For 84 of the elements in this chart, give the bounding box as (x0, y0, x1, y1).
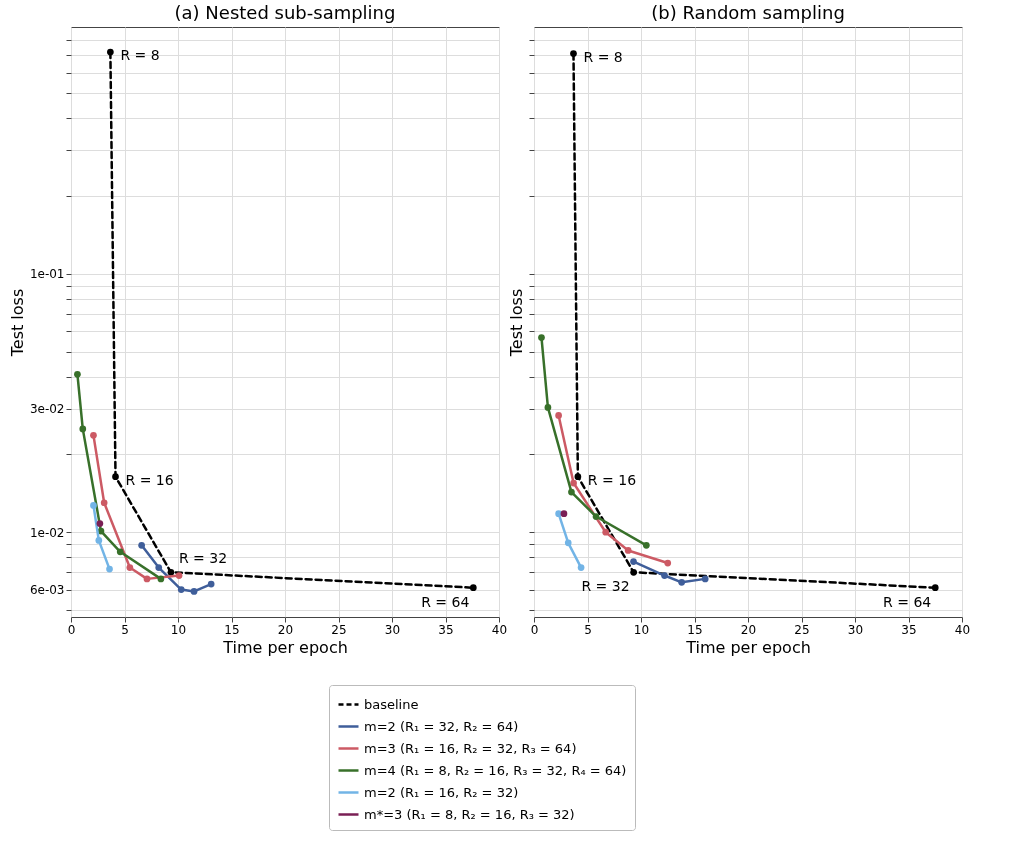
point (544, 404, 552, 411)
x-tick-label: 25 (331, 622, 347, 637)
annotation: R = 8 (120, 47, 160, 64)
point (678, 578, 686, 586)
x-tick-label: 20 (277, 622, 294, 637)
x-tick-label: 25 (794, 622, 810, 637)
point (564, 539, 572, 547)
chart-title: (b) Random sampling (651, 2, 845, 23)
annotation: R = 8 (583, 48, 623, 65)
point (106, 565, 113, 573)
y-axis-title: Test loss (507, 288, 526, 358)
point (79, 425, 87, 433)
point (931, 584, 939, 592)
x-tick-label: 40 (954, 622, 971, 637)
legend-label: baseline (364, 696, 419, 712)
x-tick-label: 30 (384, 622, 401, 637)
x-tick-label: 15 (687, 622, 703, 637)
point (126, 564, 134, 571)
x-tick-label: 5 (584, 622, 592, 637)
point (555, 412, 562, 419)
point (643, 541, 650, 549)
legend-label: m=4 (R₁ = 8, R₂ = 16, R₃ = 32, R₄ = 64) (364, 762, 627, 778)
point (90, 432, 97, 439)
point (190, 588, 198, 595)
point (74, 371, 81, 378)
point (624, 547, 632, 554)
annotation: R = 16 (125, 471, 174, 488)
x-axis-title: Time per epoch (685, 637, 811, 657)
legend-label: m=3 (R₁ = 16, R₂ = 32, R₃ = 64) (364, 740, 577, 756)
x-tick-label: 20 (740, 622, 757, 637)
point (592, 513, 600, 520)
point (661, 572, 668, 579)
point (664, 559, 672, 567)
x-tick-label: 5 (121, 622, 129, 637)
legend-label: m=2 (R₁ = 32, R₂ = 64) (364, 718, 519, 734)
point (469, 584, 477, 592)
point (568, 488, 575, 496)
point (701, 575, 709, 583)
y-axis-title: Test loss (7, 288, 27, 358)
point (155, 564, 163, 571)
annotation: R = 16 (587, 471, 637, 488)
point (538, 334, 545, 341)
legend-label: m=2 (R₁ = 16, R₂ = 32) (364, 784, 519, 800)
x-tick-label: 0 (67, 622, 76, 637)
point (555, 510, 562, 517)
x-tick-label: 15 (224, 622, 240, 637)
x-tick-label: 40 (491, 622, 508, 637)
point (177, 586, 185, 593)
point (175, 572, 183, 579)
point (630, 558, 637, 565)
x-tick-label: 10 (170, 622, 187, 637)
point (570, 50, 577, 57)
annotation: R = 32 (178, 550, 228, 567)
point (574, 473, 582, 481)
x-tick-label: 0 (530, 622, 539, 637)
x-axis-title: Time per epoch (222, 637, 348, 657)
point (570, 479, 577, 487)
point (138, 541, 145, 549)
point (107, 48, 114, 56)
point (112, 473, 119, 481)
y-tick-label: 1e-02 (29, 525, 65, 540)
x-tick-label: 10 (633, 622, 650, 637)
x-tick-label: 35 (438, 622, 454, 637)
point (157, 575, 165, 583)
point (143, 575, 151, 583)
y-tick-label: 1e-01 (29, 267, 65, 282)
x-tick-label: 35 (901, 622, 917, 637)
point (167, 568, 175, 576)
point (116, 548, 124, 556)
point (100, 499, 108, 507)
y-tick-label: 3e-02 (29, 402, 65, 417)
annotation: R = 32 (581, 578, 630, 595)
point (90, 502, 97, 509)
annotation: R = 64 (421, 593, 470, 610)
chart-title: (a) Nested sub-sampling (174, 2, 396, 23)
point (207, 580, 215, 588)
y-tick-label: 6e-03 (29, 583, 65, 598)
point (577, 564, 585, 571)
point (630, 568, 637, 576)
point (95, 537, 103, 544)
point (602, 528, 610, 536)
x-tick-label: 30 (847, 622, 864, 637)
annotation: R = 64 (883, 593, 932, 610)
legend-label: m*=3 (R₁ = 8, R₂ = 16, R₃ = 32) (364, 806, 575, 822)
